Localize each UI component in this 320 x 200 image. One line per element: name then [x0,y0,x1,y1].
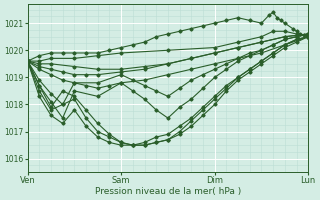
X-axis label: Pression niveau de la mer( hPa ): Pression niveau de la mer( hPa ) [95,187,241,196]
